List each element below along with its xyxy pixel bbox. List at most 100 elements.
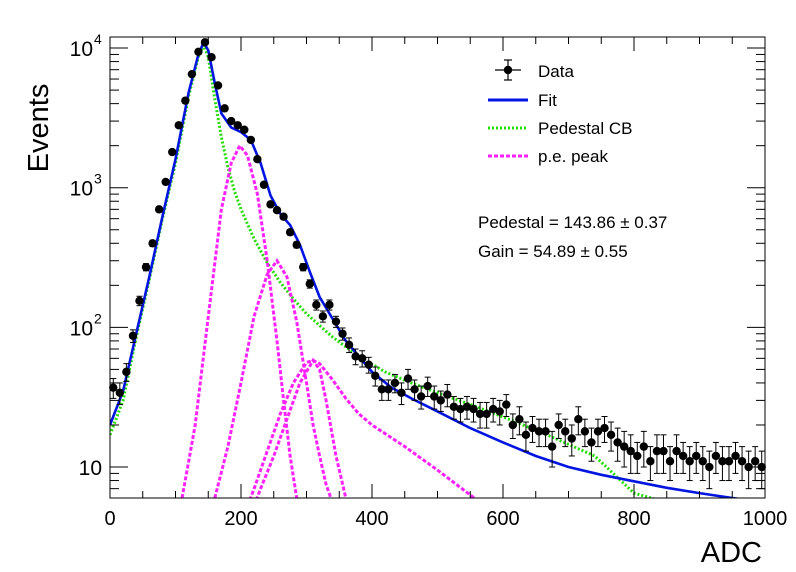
pe-peak-curve-3 [248,358,477,498]
data-point-marker [534,427,544,436]
data-point [502,394,511,418]
y-tick-label-exponent: 4 [94,31,102,47]
x-tick-label: 200 [224,508,257,530]
data-point-marker [154,205,164,214]
data-point [606,421,616,452]
data-point [580,418,590,448]
data-point [213,81,223,90]
data-point-marker [122,367,131,377]
data-point [561,418,570,448]
data-point [482,401,491,429]
data-point-marker [613,438,622,447]
data-point-marker [469,404,478,414]
data-point [462,395,472,420]
data-point [469,397,478,423]
data-point-marker [698,457,707,466]
data-point [200,38,210,47]
data-point [600,416,609,443]
data-point-marker [574,414,583,424]
data-point [233,121,242,130]
data-point-marker [344,340,354,350]
data-point-marker [233,121,242,130]
pe-peak-curve-1 [180,142,299,498]
data-point-marker [148,239,157,248]
data-points [109,38,766,490]
data-point [325,299,334,311]
data-point-marker [318,312,328,321]
data-point [403,368,413,390]
data-point-marker [554,420,563,430]
data-point [554,413,563,440]
data-point [299,262,308,272]
data-point [128,329,138,343]
legend-label-data: Data [538,62,574,81]
x-tick-label: 600 [486,508,519,530]
data-point-marker [528,423,537,433]
data-point [397,382,406,406]
data-point-marker [561,427,570,436]
data-point [253,155,262,164]
y-tick-label-exponent: 3 [94,171,102,187]
data-point-marker [174,121,183,130]
data-point [331,315,341,328]
x-axis-label: ADC [701,537,762,569]
data-point-marker [371,371,380,380]
data-point [567,424,576,457]
data-point-marker [161,177,170,187]
data-point [718,446,727,482]
data-point-marker [502,400,511,409]
data-point [181,96,190,105]
data-point-marker [253,155,262,164]
data-point [456,397,465,423]
data-point-marker [488,404,498,414]
data-point-marker [403,374,413,383]
data-point [521,421,531,452]
data-point-marker [750,457,760,466]
data-point-marker [606,430,616,440]
data-point-marker [168,147,177,157]
data-point-marker [587,438,596,447]
data-point-marker [423,381,432,391]
data-point-marker [456,404,465,414]
data-point-marker [495,407,504,416]
data-point-marker [580,427,590,436]
data-point-marker [705,462,714,472]
data-point [430,385,439,410]
data-point [240,125,249,134]
data-point [672,434,681,474]
data-point [587,427,596,462]
data-point [285,228,295,237]
data-point [220,104,229,113]
data-point-marker [194,47,203,57]
data-point-marker [731,451,740,461]
data-point [259,180,269,189]
data-point [534,418,544,448]
data-point [135,295,144,307]
x-tick-label: 400 [355,508,388,530]
data-point [724,446,734,482]
data-point [626,434,635,474]
data-point [390,373,400,394]
data-point-marker [377,385,387,394]
fit-curves [110,39,743,498]
y-tick-label-exponent: 2 [94,310,102,326]
data-point [613,427,622,462]
data-point-marker [220,104,229,113]
data-point [633,441,642,474]
data-point-marker [430,392,439,401]
data-point-marker [692,451,701,461]
data-point-marker [240,125,249,134]
data-point [737,446,747,482]
data-point [678,441,688,474]
data-point [475,401,485,429]
data-point-marker [292,240,301,250]
y-tick-label: 10 [70,178,93,201]
data-point [443,383,452,408]
data-point-marker [416,392,426,401]
data-point-marker [141,262,151,272]
data-point-marker [521,430,531,440]
data-point-marker [665,457,675,466]
y-tick-label: 10 [70,317,93,340]
